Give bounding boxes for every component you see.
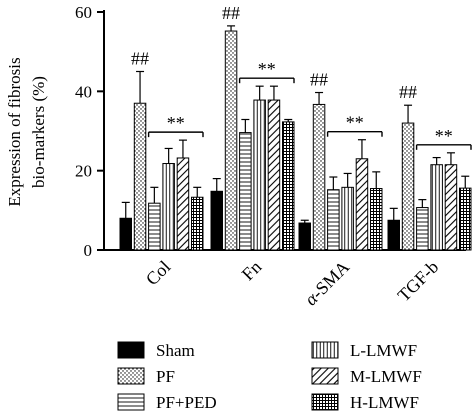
bar-pf bbox=[401, 122, 415, 251]
x-tick-labels: Col Fn α-SMA TGF-b bbox=[142, 257, 443, 310]
legend-label: L-LMWF bbox=[350, 341, 417, 360]
y-tick-label: 60 bbox=[75, 3, 92, 22]
bar-h-lmwf bbox=[370, 188, 383, 251]
legend-label: Sham bbox=[156, 341, 195, 360]
legend: Sham PF PF+PED L-LMWF M-LMWF H-LMWF bbox=[117, 341, 422, 412]
bar-pf-ped bbox=[327, 189, 340, 251]
y-tick-label: 0 bbox=[84, 241, 93, 260]
bar-sham bbox=[119, 217, 132, 251]
bar-sham bbox=[210, 190, 223, 251]
pf-significance-mark: ## bbox=[399, 82, 417, 102]
pf-significance-mark: ## bbox=[131, 49, 149, 69]
bar-sham bbox=[298, 222, 311, 251]
bar-l-lmwf bbox=[253, 99, 266, 251]
x-tick-label: Col bbox=[142, 257, 175, 290]
y-tick-label: 40 bbox=[75, 82, 92, 101]
legend-swatch bbox=[311, 367, 339, 385]
legend-label: H-LMWF bbox=[350, 393, 419, 412]
bar-pf bbox=[224, 30, 238, 251]
legend-label: PF+PED bbox=[156, 393, 217, 412]
bar-pf-ped bbox=[239, 132, 252, 251]
bar-l-lmwf bbox=[162, 163, 175, 251]
x-tick-label: Fn bbox=[238, 257, 266, 285]
bar-pf-ped bbox=[416, 207, 429, 251]
bar-pf bbox=[312, 103, 326, 251]
pf-significance-mark: ## bbox=[222, 3, 240, 23]
bar-m-lmwf bbox=[267, 99, 281, 251]
legend-swatch bbox=[311, 393, 339, 411]
bar-m-lmwf bbox=[355, 158, 369, 251]
treatment-significance-mark: ** bbox=[435, 126, 453, 146]
bar-l-lmwf bbox=[341, 186, 354, 251]
x-tick-label: TGF-b bbox=[394, 257, 443, 306]
legend-swatch bbox=[117, 393, 145, 411]
legend-label: M-LMWF bbox=[350, 367, 422, 386]
treatment-significance-mark: ** bbox=[346, 113, 364, 133]
significance-annotations: ## ** ## ** ## ** ## ** bbox=[131, 3, 472, 150]
treatment-significance-mark: ** bbox=[167, 113, 185, 133]
bar-l-lmwf bbox=[430, 164, 443, 251]
y-axis-label-line: bio-markers (%) bbox=[29, 76, 48, 188]
bar-h-lmwf bbox=[459, 187, 472, 251]
legend-swatch bbox=[311, 341, 339, 359]
legend-swatch bbox=[117, 367, 145, 385]
treatment-significance-mark: ** bbox=[258, 59, 276, 79]
x-tick-label: α-SMA bbox=[301, 257, 354, 310]
y-tick-label: 20 bbox=[75, 162, 92, 181]
pf-significance-mark: ## bbox=[310, 70, 328, 90]
bar-m-lmwf bbox=[176, 157, 190, 251]
bar-pf-ped bbox=[148, 202, 161, 251]
bar-sham bbox=[387, 219, 400, 251]
bars bbox=[119, 25, 472, 251]
legend-label: PF bbox=[156, 367, 175, 386]
bar-pf bbox=[133, 102, 147, 251]
bar-m-lmwf bbox=[444, 164, 458, 251]
y-axis-label: Expression of fibrosis bio-markers (%) bbox=[5, 57, 48, 206]
legend-swatch bbox=[117, 341, 145, 359]
bar-h-lmwf bbox=[191, 196, 204, 251]
bar-h-lmwf bbox=[282, 121, 295, 251]
y-axis-label-line: Expression of fibrosis bbox=[5, 57, 24, 206]
